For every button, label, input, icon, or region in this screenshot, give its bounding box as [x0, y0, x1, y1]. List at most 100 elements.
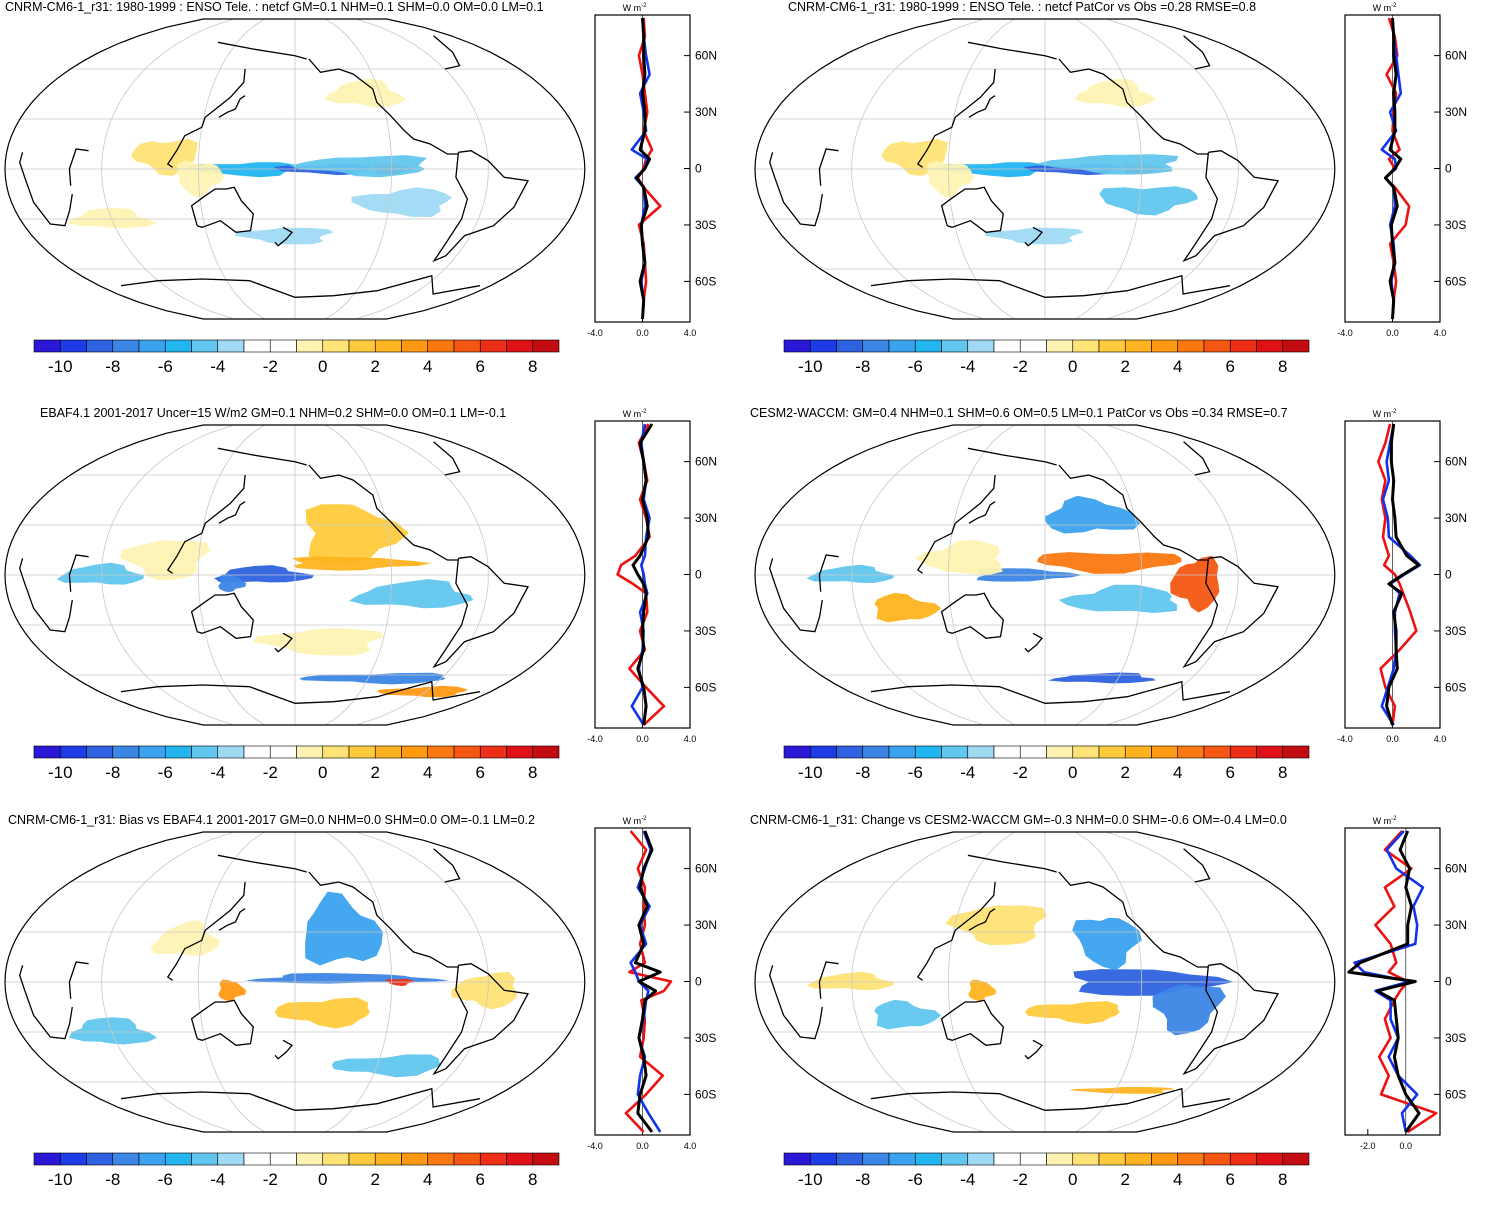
colorbar-tick-label: -2 — [1013, 1170, 1028, 1189]
map-field — [755, 19, 1335, 319]
colorbar-tick-label: 6 — [1226, 1170, 1235, 1189]
profile-line-black — [631, 423, 654, 726]
colorbar-tick-label: -10 — [48, 763, 73, 782]
colorbar-tick-label: 2 — [1121, 763, 1130, 782]
anomaly-region — [1072, 917, 1142, 971]
colorbar-swatch — [1203, 1152, 1231, 1166]
anomaly-region — [68, 1017, 158, 1045]
lat-tick-label: 60N — [695, 455, 717, 469]
unit-exponent: -2 — [1391, 409, 1397, 415]
anomaly-region — [305, 891, 383, 966]
map-field — [755, 425, 1335, 725]
zonal-profile-plot: W m-2 60N 30N 0 30S 60S -4.0 0.0 4.0 — [587, 3, 717, 338]
colorbar-swatch — [506, 745, 534, 759]
colorbar-swatch — [1229, 339, 1257, 353]
x-tick-label: 0.0 — [1400, 1141, 1413, 1151]
colorbar-swatch — [401, 1152, 429, 1166]
colorbar-swatch — [296, 1152, 324, 1166]
colorbar-swatch — [296, 745, 324, 759]
colorbar-swatch — [1072, 339, 1100, 353]
colorbar-swatch — [401, 745, 429, 759]
coastline — [68, 148, 89, 186]
world-map — [754, 424, 1336, 726]
colorbar-tick-label: 0 — [1068, 1170, 1077, 1189]
anomaly-region — [1024, 1001, 1120, 1025]
x-tick-label: 4.0 — [1434, 328, 1447, 338]
colorbar-tick-label: 4 — [423, 357, 432, 376]
colorbar-swatch — [941, 1152, 969, 1166]
coastline — [1183, 35, 1211, 70]
x-tick-label: 0.0 — [636, 328, 649, 338]
colorbar-swatch — [86, 1152, 114, 1166]
colorbar-swatch — [1072, 1152, 1100, 1166]
colorbar: -10-8-6-4-20246810 — [33, 745, 560, 782]
lat-tick-label: 60N — [1445, 49, 1467, 63]
coastline — [1183, 848, 1211, 883]
coastline — [68, 554, 89, 592]
colorbar-tick-label: -8 — [105, 1170, 120, 1189]
lat-tick-label: 0 — [1445, 568, 1452, 582]
colorbar-swatch — [967, 745, 995, 759]
anomaly-region — [299, 672, 446, 685]
x-tick-label: -2.0 — [1360, 1141, 1376, 1151]
colorbar-swatch — [401, 339, 429, 353]
zonal-profile-plot: W m-2 60N 30N 0 30S 60S -4.0 0.0 4.0 — [587, 409, 717, 744]
coastline — [870, 680, 1231, 704]
colorbar-swatch — [374, 339, 402, 353]
colorbar-swatch — [164, 1152, 192, 1166]
x-tick-label: -4.0 — [587, 734, 603, 744]
coastline — [120, 274, 481, 298]
coastline — [1024, 226, 1044, 247]
colorbar-swatch — [243, 339, 271, 353]
graticule-line — [851, 19, 985, 319]
graticule-line — [947, 832, 1015, 1132]
graticule-line — [325, 19, 393, 319]
colorbar-swatch — [1046, 339, 1074, 353]
x-tick-label: 4.0 — [684, 734, 697, 744]
colorbar-swatch — [1256, 1152, 1284, 1166]
colorbar-swatch — [1098, 1152, 1126, 1166]
x-tick-label: 0.0 — [636, 1141, 649, 1151]
colorbar-swatch — [836, 745, 864, 759]
lat-tick-label: 0 — [1445, 975, 1452, 989]
colorbar-swatch — [33, 339, 61, 353]
panel-1: CNRM-CM6-1_r31: 1980-1999 : ENSO Tele. :… — [0, 0, 742, 395]
panel-2: CNRM-CM6-1_r31: 1980-1999 : ENSO Tele. :… — [750, 0, 1485, 395]
colorbar-swatch — [374, 745, 402, 759]
colorbar-tick-label: 2 — [371, 357, 380, 376]
colorbar-swatch — [1019, 745, 1047, 759]
coastline — [274, 226, 294, 247]
colorbar-swatch — [1256, 339, 1284, 353]
anomaly-region — [376, 685, 469, 698]
colorbar-swatch — [217, 339, 245, 353]
x-tick-label: -4.0 — [1337, 328, 1353, 338]
colorbar-swatch — [1177, 1152, 1205, 1166]
coastline — [916, 474, 996, 574]
anomaly-region — [150, 919, 221, 956]
colorbar-swatch — [138, 339, 166, 353]
anomaly-region — [984, 227, 1084, 245]
unit-exponent: -2 — [1391, 3, 1397, 9]
anomaly-region — [351, 187, 453, 217]
colorbar-swatch — [322, 745, 350, 759]
colorbar-swatch — [427, 1152, 455, 1166]
lat-tick-label: 30S — [695, 218, 716, 232]
colorbar-swatch — [33, 1152, 61, 1166]
profile-line-black — [633, 830, 662, 1133]
colorbar-swatch — [1229, 1152, 1257, 1166]
map-border — [4, 831, 586, 1133]
anomaly-region — [119, 540, 211, 581]
profile-line-red — [1377, 423, 1418, 726]
map-border — [754, 18, 1336, 320]
lat-tick-label: 60N — [695, 49, 717, 63]
colorbar-swatch — [1282, 745, 1310, 759]
colorbar-tick-label: -8 — [855, 763, 870, 782]
colorbar-swatch — [1046, 1152, 1074, 1166]
colorbar-swatch — [322, 339, 350, 353]
colorbar-swatch — [453, 339, 481, 353]
colorbar-tick-label: 4 — [423, 763, 432, 782]
coastline — [1058, 464, 1209, 561]
map-field — [755, 832, 1335, 1132]
x-tick-label: 0.0 — [1386, 328, 1399, 338]
coastline — [1183, 441, 1211, 476]
